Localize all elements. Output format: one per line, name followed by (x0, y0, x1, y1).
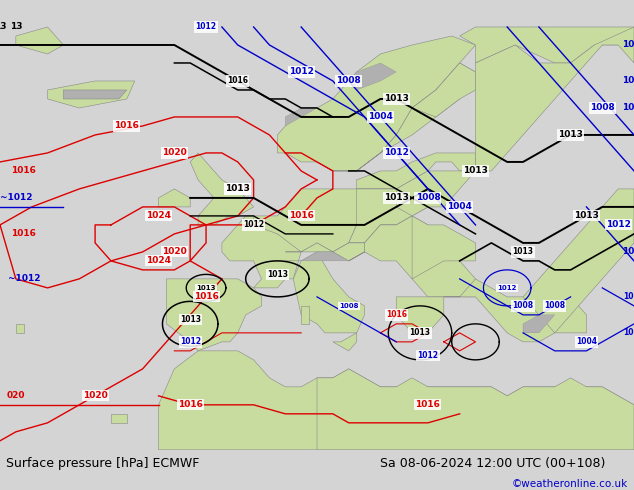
Text: 1013: 1013 (179, 315, 201, 324)
Polygon shape (317, 369, 634, 450)
Polygon shape (285, 243, 365, 261)
Text: 1016: 1016 (193, 293, 219, 301)
Text: 1024: 1024 (146, 211, 171, 220)
Text: 1016: 1016 (227, 76, 249, 85)
Text: 1000: 1000 (623, 293, 634, 301)
Polygon shape (349, 216, 476, 297)
Text: 1016: 1016 (178, 400, 203, 409)
Text: 1016: 1016 (415, 400, 441, 409)
Text: 1016: 1016 (385, 310, 407, 319)
Text: 1013: 1013 (225, 184, 250, 194)
Polygon shape (254, 189, 396, 252)
Polygon shape (285, 252, 349, 261)
Text: 1004: 1004 (447, 202, 472, 211)
Text: 1013: 1013 (267, 270, 288, 279)
Polygon shape (333, 216, 412, 261)
Polygon shape (523, 189, 634, 333)
Polygon shape (349, 63, 396, 90)
Polygon shape (222, 216, 301, 288)
Polygon shape (333, 333, 356, 351)
Text: 1008: 1008 (336, 76, 361, 85)
Text: 1012: 1012 (605, 220, 631, 229)
Text: 1016: 1016 (11, 167, 36, 175)
Text: 13: 13 (0, 23, 6, 31)
Text: 1013: 1013 (410, 328, 430, 338)
Text: 1008: 1008 (339, 303, 358, 309)
Text: 1020: 1020 (162, 148, 187, 157)
Text: Sa 08-06-2024 12:00 UTC (00+108): Sa 08-06-2024 12:00 UTC (00+108) (380, 457, 605, 470)
Text: 1004: 1004 (621, 103, 634, 113)
Text: 1012: 1012 (179, 337, 201, 346)
Text: 1016: 1016 (11, 229, 36, 239)
Text: 1008: 1008 (512, 301, 534, 310)
Text: Surface pressure [hPa] ECMWF: Surface pressure [hPa] ECMWF (6, 457, 200, 470)
Text: 1013: 1013 (558, 130, 583, 140)
Polygon shape (301, 306, 309, 324)
Text: 1020: 1020 (162, 247, 187, 256)
Text: 1013: 1013 (512, 247, 534, 256)
Text: 1012: 1012 (288, 68, 314, 76)
Text: 1004: 1004 (623, 328, 634, 338)
Polygon shape (285, 108, 317, 126)
Text: ©weatheronline.co.uk: ©weatheronline.co.uk (512, 479, 628, 489)
Polygon shape (460, 27, 634, 63)
Polygon shape (356, 153, 476, 189)
Text: 1024: 1024 (146, 256, 171, 266)
Text: 1020: 1020 (82, 392, 108, 400)
Polygon shape (158, 351, 634, 450)
Polygon shape (293, 252, 365, 333)
Text: 020: 020 (6, 392, 25, 400)
Text: 1013: 1013 (197, 285, 216, 291)
Polygon shape (396, 297, 444, 333)
Text: 1008: 1008 (415, 194, 441, 202)
Text: 1008: 1008 (544, 301, 566, 310)
Text: 1004: 1004 (368, 112, 393, 122)
Polygon shape (476, 27, 634, 171)
Text: 1016: 1016 (288, 211, 314, 220)
Text: 1013: 1013 (384, 194, 409, 202)
Text: 1008: 1008 (621, 41, 634, 49)
Text: 1008: 1008 (590, 103, 615, 113)
Text: ~1012: ~1012 (0, 194, 32, 202)
Text: ~1012: ~1012 (8, 274, 40, 283)
Polygon shape (16, 324, 23, 333)
Polygon shape (396, 171, 476, 216)
Polygon shape (158, 189, 190, 207)
Polygon shape (444, 279, 586, 342)
Text: 1020: 1020 (225, 184, 250, 194)
Text: 1012: 1012 (498, 285, 517, 291)
Text: 1012: 1012 (195, 23, 217, 31)
Polygon shape (111, 414, 127, 423)
Text: 1012: 1012 (621, 247, 634, 256)
Text: 1004: 1004 (621, 76, 634, 85)
Polygon shape (48, 81, 134, 108)
Text: 1013: 1013 (384, 95, 409, 103)
Polygon shape (349, 189, 428, 243)
Polygon shape (317, 63, 476, 171)
Text: 13: 13 (10, 23, 22, 31)
Polygon shape (412, 216, 476, 279)
Polygon shape (190, 153, 254, 225)
Polygon shape (166, 279, 261, 351)
Polygon shape (523, 315, 555, 333)
Text: 1004: 1004 (576, 337, 597, 346)
Text: 1012: 1012 (417, 351, 439, 360)
Polygon shape (412, 63, 476, 117)
Polygon shape (16, 27, 63, 54)
Polygon shape (278, 36, 476, 171)
Polygon shape (63, 90, 127, 99)
Text: 1013: 1013 (574, 211, 599, 220)
Text: 1012: 1012 (384, 148, 409, 157)
Text: 1013: 1013 (463, 167, 488, 175)
Text: 1012: 1012 (243, 220, 264, 229)
Text: 1016: 1016 (114, 122, 139, 130)
